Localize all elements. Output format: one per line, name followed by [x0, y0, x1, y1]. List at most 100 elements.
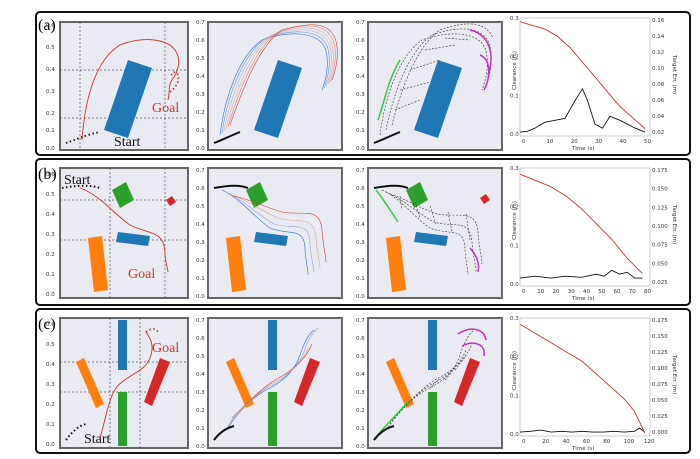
svg-text:Clearance (m): Clearance (m) [512, 351, 518, 390]
y-right-tick-label: 0.175 [652, 318, 668, 324]
svg-text:0.6: 0.6 [46, 322, 55, 328]
svg-text:Start: Start [84, 432, 111, 447]
svg-text:0.6: 0.6 [356, 186, 365, 192]
row-b-panel-3: 0.7 0.6 0.5 0.4 0.3 0.2 0.1 0.0 [356, 167, 503, 300]
row-a-panel-2: 0.7 0.6 0.5 0.4 0.3 0.2 0.1 0.0 [196, 20, 343, 152]
y-right-tick-label: 0.100 [652, 224, 668, 230]
y-right-tick-label: 0.100 [652, 366, 668, 372]
row-c-frame [35, 308, 691, 454]
svg-text:0.3: 0.3 [196, 240, 205, 246]
y-right-tick-label: 0.025 [652, 414, 668, 420]
y-right-tick-label: 0.150 [652, 187, 668, 193]
y-tick-label: 0.3 [510, 16, 519, 22]
svg-text:0.6: 0.6 [196, 336, 205, 342]
y-tick-label: 0.2 [510, 55, 519, 61]
row-b-panel-2: 0.7 0.6 0.5 0.4 0.3 0.2 0.1 0.0 [196, 167, 343, 300]
svg-text:0.3: 0.3 [356, 240, 365, 246]
svg-text:0.3: 0.3 [46, 232, 55, 238]
svg-text:Target Err. (m): Target Err. (m) [671, 54, 677, 94]
svg-text:0.4: 0.4 [356, 372, 365, 378]
svg-text:0.7: 0.7 [196, 318, 205, 324]
y-right-tick-label: 0.02 [652, 130, 664, 136]
x-tick-label: 0 [522, 139, 526, 145]
svg-text:0.4: 0.4 [46, 67, 55, 73]
svg-text:0.3: 0.3 [356, 92, 365, 98]
svg-text:Clearance (m): Clearance (m) [512, 201, 518, 240]
y-tick-label: 0.0 [510, 282, 519, 288]
svg-text:0.0: 0.0 [196, 146, 205, 152]
x-tick-label: 120 [644, 439, 655, 445]
x-tick-label: 80 [603, 439, 610, 445]
svg-text:0.3: 0.3 [46, 382, 55, 388]
x-tick-label: 20 [553, 289, 560, 295]
y-right-tick-label: 0.08 [652, 82, 665, 88]
svg-text:0.5: 0.5 [46, 342, 55, 348]
y-right-tick-label: 0.150 [652, 334, 668, 340]
svg-text:Target Err. (m): Target Err. (m) [671, 354, 677, 394]
y-tick-label: 0.2 [510, 205, 519, 211]
x-tick-label: 10 [537, 289, 544, 295]
svg-text:0.4: 0.4 [46, 212, 55, 218]
svg-text:0.5: 0.5 [196, 354, 205, 360]
x-tick-label: 30 [568, 289, 575, 295]
y-right-tick-label: 0.04 [652, 114, 665, 120]
y-tick-label: 0.1 [510, 393, 519, 399]
x-tick-label: 30 [595, 139, 602, 145]
svg-text:0.1: 0.1 [356, 426, 365, 432]
svg-text:0.1: 0.1 [46, 422, 55, 428]
svg-text:0.2: 0.2 [196, 110, 205, 116]
x-tick-label: 60 [614, 289, 621, 295]
svg-text:0.4: 0.4 [196, 74, 205, 80]
svg-text:0.5: 0.5 [196, 56, 205, 62]
x-tick-label: 100 [624, 439, 635, 445]
svg-text:0.0: 0.0 [356, 146, 365, 152]
svg-text:0.7: 0.7 [356, 168, 365, 174]
svg-text:0.3: 0.3 [196, 390, 205, 396]
x-tick-label: 0 [522, 289, 526, 295]
x-tick-label: 40 [620, 139, 627, 145]
x-tick-label: 20 [542, 439, 549, 445]
svg-text:0.0: 0.0 [196, 444, 205, 450]
y-right-tick-label: 0.10 [652, 66, 665, 72]
svg-text:0.5: 0.5 [196, 204, 205, 210]
y-tick-label: 0.1 [510, 93, 519, 99]
target-error-line [519, 21, 646, 129]
target-error-line [519, 173, 643, 274]
x-tick-label: 60 [583, 439, 590, 445]
y-right-tick-label: 0.050 [652, 398, 668, 404]
svg-text:0.7: 0.7 [196, 20, 205, 26]
clearance-line [519, 87, 646, 133]
svg-text:Time (s): Time (s) [571, 296, 594, 302]
svg-text:0.7: 0.7 [196, 168, 205, 174]
svg-text:0.4: 0.4 [46, 362, 55, 368]
svg-text:0.0: 0.0 [46, 292, 55, 298]
row-a-panel-3: 0.7 0.6 0.5 0.4 0.3 0.2 0.1 0.0 [356, 20, 503, 152]
row-c-chart: Clearance (m) Target Err. (m) Time (s) 0… [510, 316, 677, 452]
svg-text:Clearance (m): Clearance (m) [512, 51, 518, 90]
clearance-line [519, 427, 646, 433]
svg-text:0.1: 0.1 [356, 128, 365, 134]
x-tick-label: 10 [546, 139, 553, 145]
svg-text:0.5: 0.5 [356, 56, 365, 62]
row-c-panel-2: 0.7 0.6 0.5 0.4 0.3 0.2 0.1 0.0 [196, 317, 343, 450]
goal-label: Goal [152, 101, 179, 116]
y-right-tick-label: 0.125 [652, 350, 668, 356]
row-b-panel-1: 0.6 0.5 0.4 0.3 0.2 0.1 0.0 Start Goal [46, 167, 189, 299]
y-tick-label: 0.0 [510, 432, 519, 438]
svg-text:0.6: 0.6 [46, 172, 55, 178]
svg-text:0.6: 0.6 [196, 186, 205, 192]
y-right-tick-label: 0.14 [652, 34, 665, 40]
svg-text:0.0: 0.0 [46, 442, 55, 448]
svg-text:0.6: 0.6 [356, 38, 365, 44]
y-right-tick-label: 0.050 [652, 261, 668, 267]
svg-text:0.0: 0.0 [356, 444, 365, 450]
y-right-tick-label: 0.025 [652, 280, 668, 286]
y-tick-label: 0.2 [510, 355, 519, 361]
clearance-line [519, 269, 643, 279]
svg-text:Time (s): Time (s) [571, 146, 594, 152]
row-b-frame [35, 158, 691, 306]
row-a-frame [35, 11, 691, 156]
svg-text:0.1: 0.1 [356, 276, 365, 282]
y-right-tick-label: 0.075 [652, 382, 668, 388]
